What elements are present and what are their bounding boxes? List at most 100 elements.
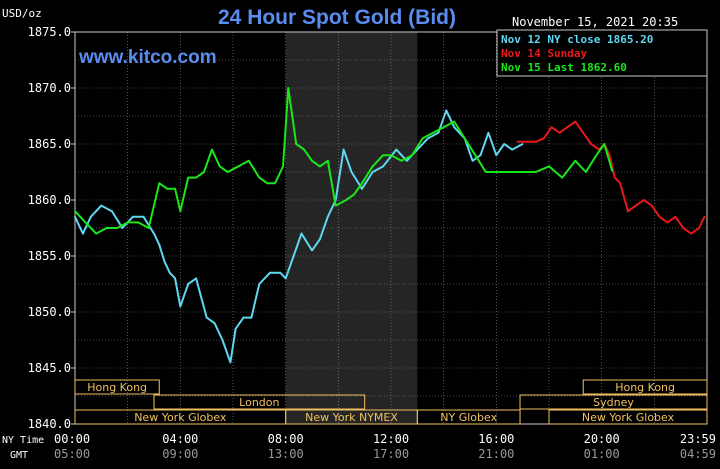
series-0-point-34 — [350, 171, 353, 173]
series-0-point-31 — [326, 215, 329, 218]
series-0-point-25 — [279, 271, 282, 274]
legend-entry-nov14: Nov 14 Sunday — [501, 47, 587, 60]
series-2-point-1 — [84, 221, 87, 224]
series-1-point-22 — [682, 227, 685, 229]
series-0-point-33 — [342, 148, 345, 151]
x-tick-ny-0: 00:00 — [54, 432, 90, 446]
series-2-point-8 — [158, 182, 161, 185]
y-tick-label-3: 1860.0 — [28, 193, 71, 207]
series-0-point-29 — [311, 249, 313, 252]
series-2-point-28 — [319, 165, 321, 168]
series-0-point-46 — [471, 159, 474, 162]
series-2-point-39 — [421, 137, 424, 140]
series-1-point-2 — [534, 140, 537, 143]
watermark: www.kitco.com — [78, 47, 217, 68]
series-2-point-41 — [442, 126, 445, 129]
y-tick-label-2: 1865.0 — [28, 137, 71, 151]
series-2-point-0 — [74, 210, 76, 213]
x-tick-gmt-6: 04:59 — [680, 447, 716, 461]
series-1-point-24 — [698, 227, 700, 229]
series-2-point-3 — [105, 227, 108, 229]
series-2-point-2 — [95, 232, 97, 235]
timestamp: November 15, 2021 20:35 — [512, 15, 678, 29]
series-2-point-20 — [258, 176, 261, 179]
series-0-point-36 — [371, 171, 374, 173]
session-label-6: Sydney — [593, 396, 634, 409]
series-0-point-10 — [163, 260, 166, 263]
series-2-point-18 — [237, 165, 240, 168]
series-2-point-19 — [247, 159, 250, 162]
series-2-point-46 — [495, 171, 498, 173]
series-0-point-37 — [382, 165, 384, 168]
series-1-point-0 — [516, 140, 519, 143]
session-label-5: Hong Kong — [615, 381, 675, 394]
series-2-point-13 — [195, 176, 198, 179]
series-2-point-7 — [147, 227, 150, 229]
series-0-point-13 — [179, 305, 182, 308]
series-0-point-48 — [487, 131, 490, 134]
series-2-point-40 — [432, 131, 434, 134]
session-label-2: New York Globex — [134, 411, 227, 424]
series-1-point-19 — [658, 215, 661, 218]
series-0-point-15 — [195, 277, 198, 280]
legend: Nov 12 NY close 1865.20 Nov 14 Sunday No… — [496, 29, 708, 77]
x-tick-gmt-2: 13:00 — [268, 447, 304, 461]
series-0-point-9 — [158, 243, 161, 246]
series-2-point-32 — [353, 193, 355, 196]
legend-entry-nov15: Nov 15 Last 1862.60 — [501, 61, 627, 74]
session-bar-6 — [519, 394, 708, 410]
series-2-point-15 — [211, 148, 213, 151]
series-2-point-53 — [585, 171, 587, 173]
series-2-point-49 — [534, 171, 537, 173]
series-2-point-21 — [266, 182, 269, 185]
y-tick-label-7: 1840.0 — [28, 417, 71, 431]
y-tick-label-4: 1855.0 — [28, 249, 71, 263]
legend-entry-nov12: Nov 12 NY close 1865.20 — [501, 33, 653, 46]
x-tick-ny-3: 12:00 — [373, 432, 409, 446]
series-1-point-21 — [674, 215, 677, 218]
session-bars-layer: Hong Kong London New York Globex New York N… — [74, 379, 708, 425]
series-line-1 — [517, 120, 706, 235]
series-2-point-42 — [453, 120, 456, 123]
series-1-point-5 — [558, 131, 561, 134]
series-2-point-6 — [137, 221, 140, 224]
series-0-point-42 — [437, 131, 440, 134]
y-axis-ticks: 1875.0 1870.0 1865.0 1860.0 1855.0 1850.0 1845… — [28, 25, 75, 431]
series-2-point-24 — [287, 87, 290, 89]
series-2-point-30 — [334, 204, 337, 207]
series-2-point-22 — [274, 182, 276, 185]
series-0-point-43 — [445, 109, 448, 112]
series-2-point-44 — [474, 154, 477, 157]
series-1-point-6 — [566, 126, 569, 129]
x-tick-ny-5: 20:00 — [584, 432, 620, 446]
series-1-point-20 — [666, 221, 669, 224]
series-0-point-20 — [234, 327, 237, 330]
series-1-point-23 — [690, 232, 693, 235]
series-0-point-14 — [187, 283, 190, 285]
session-bar-0 — [74, 379, 160, 395]
series-2-point-33 — [361, 182, 363, 185]
series-1-point-17 — [642, 199, 645, 201]
series-2-point-27 — [311, 159, 313, 162]
series-0-point-11 — [168, 271, 171, 274]
series-2-point-54 — [595, 154, 598, 157]
series-0-point-17 — [213, 322, 216, 325]
y-axis-label: USD/oz — [2, 7, 42, 20]
series-0-point-51 — [511, 148, 513, 151]
series-1-point-25 — [703, 215, 706, 218]
session-bar-7 — [548, 409, 708, 425]
series-2-point-51 — [561, 176, 564, 179]
session-bar-5 — [582, 379, 708, 395]
session-label-1: London — [239, 396, 279, 409]
x-tick-gmt-5: 01:00 — [584, 447, 620, 461]
series-1-point-8 — [582, 131, 585, 134]
series-0-point-22 — [250, 316, 253, 319]
x-label-gmt: GMT — [10, 450, 28, 461]
series-1-point-9 — [590, 143, 592, 145]
session-label-4: NY Globex — [440, 411, 497, 424]
y-tick-label-0: 1875.0 — [28, 25, 71, 39]
series-2-point-12 — [187, 176, 190, 179]
series-0-point-27 — [292, 255, 295, 257]
series-1-point-3 — [542, 137, 545, 140]
